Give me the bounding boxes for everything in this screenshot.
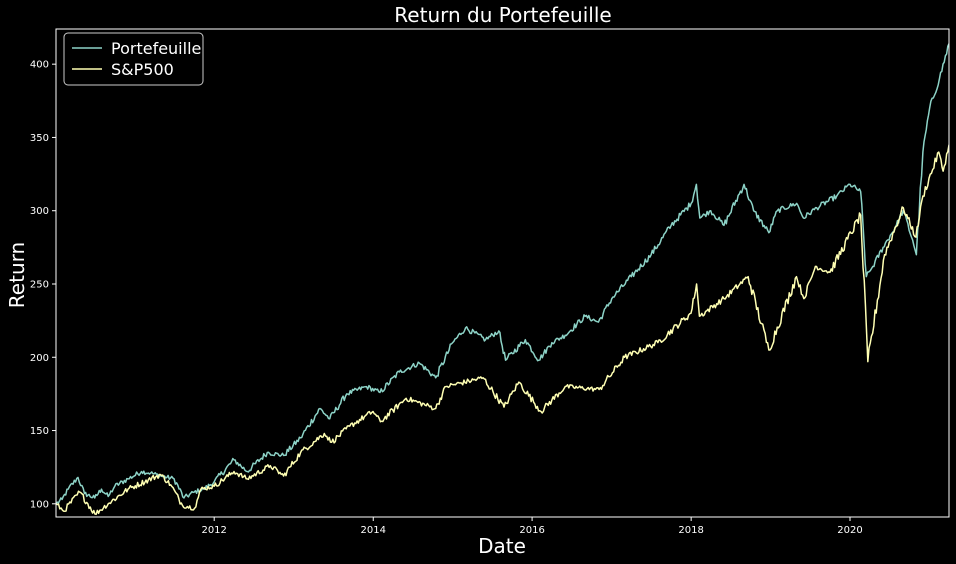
legend-label-sp500: S&P500 bbox=[111, 60, 174, 79]
x-tick-label: 2014 bbox=[361, 525, 386, 536]
x-axis: 2012 2014 2016 2018 2020 bbox=[201, 517, 863, 536]
x-tick-label: 2018 bbox=[678, 525, 703, 536]
series-line-sp500 bbox=[56, 144, 949, 516]
series-layer bbox=[56, 43, 949, 516]
y-axis-title: Return bbox=[5, 242, 29, 308]
x-tick-label: 2020 bbox=[837, 525, 862, 536]
x-tick-label: 2012 bbox=[201, 525, 226, 536]
plot-area bbox=[55, 28, 950, 518]
x-axis-title: Date bbox=[478, 534, 526, 558]
y-tick-label: 300 bbox=[30, 206, 49, 217]
legend-label-portefeuille: Portefeuille bbox=[111, 39, 201, 58]
y-tick-label: 200 bbox=[30, 353, 49, 364]
y-tick-label: 350 bbox=[30, 133, 49, 144]
y-tick-label: 100 bbox=[30, 499, 49, 510]
y-axis: 100 150 200 250 300 350 400 bbox=[30, 60, 56, 510]
legend: Portefeuille S&P500 bbox=[63, 32, 204, 86]
x-tick-label: 2016 bbox=[519, 525, 544, 536]
y-tick-label: 250 bbox=[30, 279, 49, 290]
legend-box bbox=[63, 32, 204, 86]
chart-title: Return du Portefeuille bbox=[394, 3, 611, 27]
y-tick-label: 400 bbox=[30, 60, 49, 71]
y-tick-label: 150 bbox=[30, 426, 49, 437]
plot-frame bbox=[55, 28, 950, 518]
